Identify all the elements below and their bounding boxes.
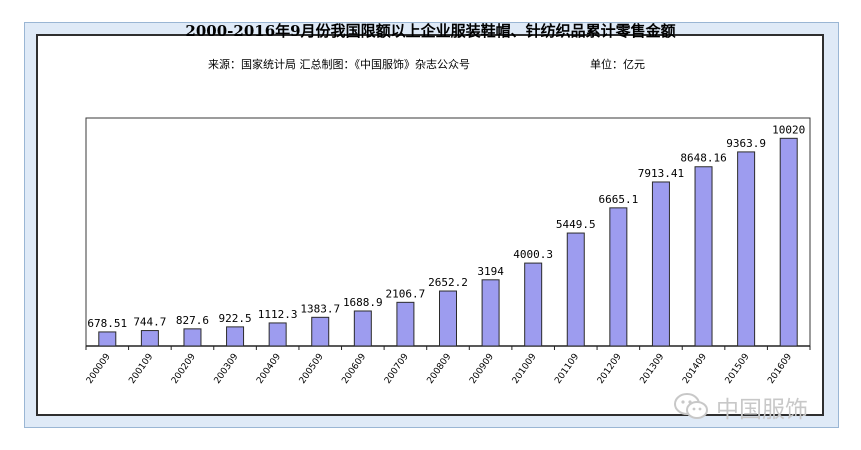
bar bbox=[609, 207, 628, 347]
wechat-icon bbox=[674, 393, 708, 419]
x-tick-label: 201609 bbox=[766, 352, 794, 386]
bar bbox=[140, 330, 159, 347]
bar bbox=[737, 151, 756, 347]
x-tick-label: 200209 bbox=[170, 352, 198, 386]
bar-value-label: 9363.9 bbox=[726, 137, 766, 150]
bar-value-label: 744.7 bbox=[133, 316, 166, 329]
x-tick-label: 200409 bbox=[255, 352, 283, 386]
x-tick-label: 200609 bbox=[340, 352, 368, 386]
bar bbox=[566, 232, 585, 347]
x-tick-label: 201009 bbox=[511, 352, 539, 386]
x-tick-label: 200009 bbox=[85, 352, 113, 386]
bar bbox=[98, 331, 117, 347]
x-tick-label: 201309 bbox=[638, 352, 666, 386]
bar-value-label: 5449.5 bbox=[556, 218, 596, 231]
plot-area-border bbox=[85, 117, 811, 346]
bar-value-label: 7913.41 bbox=[638, 167, 684, 180]
bar bbox=[226, 326, 245, 347]
x-tick-label: 201409 bbox=[681, 352, 709, 386]
bar-value-label: 922.5 bbox=[218, 312, 251, 325]
chart-unit: 单位：亿元 bbox=[590, 58, 645, 71]
bar-value-label: 2106.7 bbox=[386, 287, 426, 300]
x-tick-label: 200909 bbox=[468, 352, 496, 386]
chart-title: 2000-2016年9月份我国限额以上企业服装鞋帽、针纺织品累计零售金额 bbox=[185, 22, 676, 40]
chart-subtitle: 来源：国家统计局 汇总制图：《中国服饰》杂志公众号 bbox=[208, 58, 470, 71]
x-tick-label: 200709 bbox=[383, 352, 411, 386]
bar bbox=[439, 290, 457, 347]
bar bbox=[311, 316, 330, 347]
x-tick-label: 201209 bbox=[596, 352, 624, 386]
bar bbox=[779, 137, 798, 347]
bar-value-label: 1688.9 bbox=[343, 296, 383, 309]
x-tick-label: 201109 bbox=[553, 352, 581, 386]
bar bbox=[651, 181, 670, 347]
x-tick-label: 200809 bbox=[426, 352, 454, 386]
bar-value-label: 827.6 bbox=[176, 314, 209, 327]
bar-value-label: 6665.1 bbox=[598, 193, 638, 206]
bar-value-label: 4000.3 bbox=[513, 248, 553, 261]
bar-value-label: 8648.16 bbox=[680, 152, 726, 165]
bar-value-label: 678.51 bbox=[87, 317, 127, 330]
bar-value-label: 2652.2 bbox=[428, 276, 468, 289]
bar bbox=[396, 301, 415, 347]
bar-value-label: 1112.3 bbox=[258, 308, 298, 321]
bar-value-label: 3194 bbox=[477, 265, 504, 278]
bar-value-label: 1383.7 bbox=[300, 302, 340, 315]
bar bbox=[481, 279, 500, 347]
x-tick-label: 200509 bbox=[298, 352, 326, 386]
chart-panel bbox=[36, 34, 824, 416]
bar bbox=[524, 262, 543, 347]
bar bbox=[353, 310, 372, 347]
bar bbox=[268, 322, 287, 347]
watermark-text: 中国服饰 bbox=[716, 397, 808, 423]
x-tick-label: 201509 bbox=[724, 352, 752, 386]
x-tick-label: 200109 bbox=[127, 352, 155, 386]
bar bbox=[183, 328, 202, 347]
watermark: 中国服饰 bbox=[672, 387, 808, 427]
x-tick-label: 200309 bbox=[213, 352, 241, 386]
bar bbox=[694, 166, 713, 347]
bar-value-label: 10020 bbox=[772, 123, 805, 136]
